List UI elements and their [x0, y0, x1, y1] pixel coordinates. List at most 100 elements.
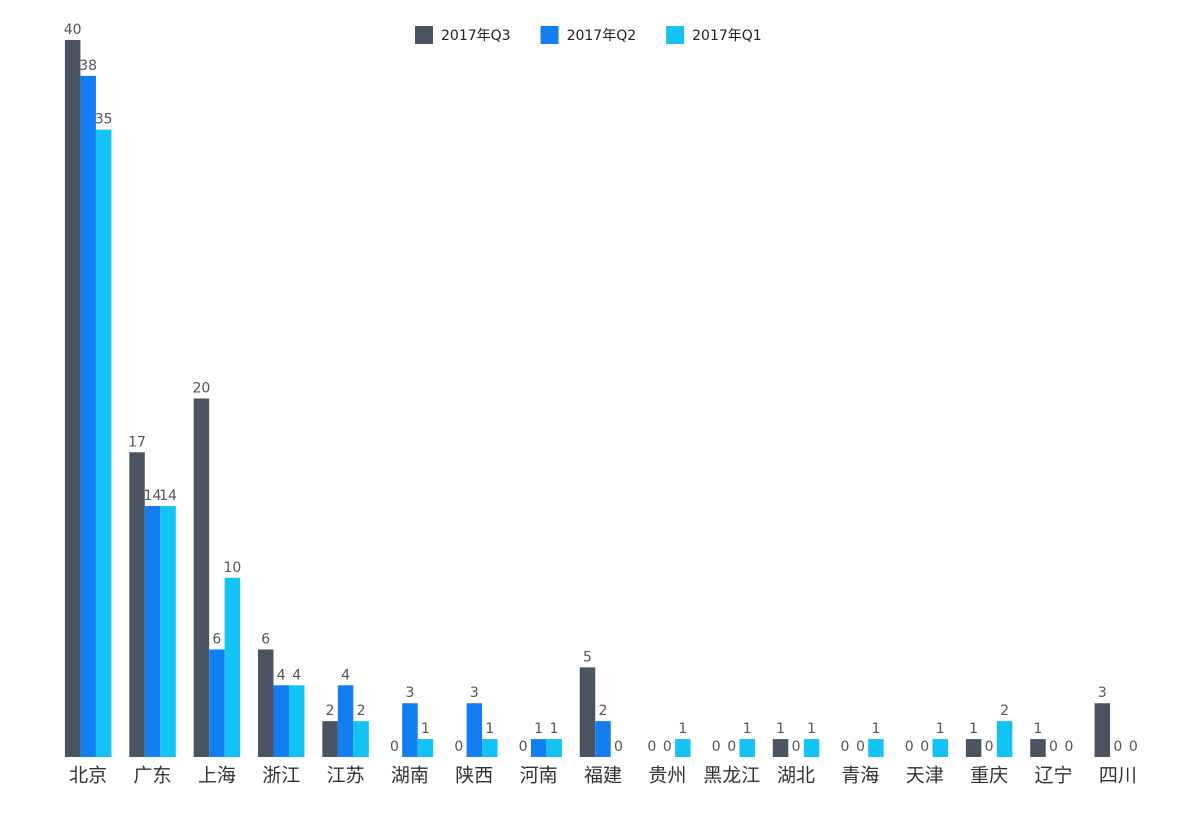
value-label: 0	[647, 739, 656, 755]
value-label: 0	[614, 739, 623, 755]
bar	[868, 739, 884, 757]
bar	[224, 577, 241, 757]
bar	[996, 721, 1013, 757]
value-label: 2	[1000, 703, 1009, 719]
x-tick-label: 北京	[69, 765, 107, 787]
legend-swatch	[415, 26, 433, 44]
bar	[675, 739, 691, 757]
value-label: 0	[727, 739, 736, 755]
value-label: 0	[920, 739, 929, 755]
value-label: 0	[905, 739, 914, 755]
value-label: 0	[792, 739, 801, 755]
x-tick-label: 广东	[134, 765, 172, 787]
bar	[579, 667, 596, 757]
value-label: 4	[341, 667, 350, 683]
value-label: 1	[969, 721, 978, 737]
legend-swatch	[540, 26, 559, 44]
bar	[402, 703, 418, 757]
x-tick-label: 黑龙江	[703, 765, 760, 787]
value-label: 1	[871, 721, 880, 737]
value-label: 35	[95, 112, 113, 128]
value-label: 1	[807, 721, 816, 737]
value-label: 14	[159, 488, 177, 504]
x-tick-label: 湖南	[391, 765, 429, 787]
bar	[129, 452, 145, 757]
value-label: 3	[405, 685, 414, 701]
value-label: 3	[470, 685, 479, 701]
bar	[739, 739, 755, 757]
value-label: 17	[128, 434, 146, 450]
value-label: 0	[856, 739, 865, 755]
value-label: 1	[743, 721, 752, 737]
bar	[417, 739, 434, 757]
bar	[64, 40, 81, 757]
value-label: 2	[599, 703, 608, 719]
bar	[595, 721, 611, 757]
value-label: 5	[583, 649, 592, 665]
bar	[803, 739, 820, 757]
x-tick-label: 天津	[906, 765, 944, 787]
value-label: 0	[712, 739, 721, 755]
x-tick-label: 江苏	[327, 765, 365, 787]
value-label: 4	[292, 667, 301, 683]
value-label: 1	[1034, 721, 1043, 737]
legend-label: 2017年Q2	[567, 28, 637, 44]
x-tick-label: 辽宁	[1034, 765, 1072, 787]
value-label: 6	[212, 631, 221, 647]
x-tick-label: 浙江	[262, 765, 300, 787]
value-label: 0	[1113, 739, 1122, 755]
value-label: 1	[678, 721, 687, 737]
value-label: 0	[1129, 739, 1138, 755]
value-label: 38	[79, 58, 97, 74]
legend-swatch	[666, 26, 685, 44]
bar	[193, 398, 210, 757]
bar	[144, 506, 161, 757]
legend-label: 2017年Q3	[441, 28, 511, 44]
value-label: 1	[485, 721, 494, 737]
value-label: 0	[1049, 739, 1058, 755]
bar	[80, 75, 96, 758]
value-label: 4	[277, 667, 286, 683]
bar	[288, 685, 305, 757]
value-label: 0	[454, 739, 463, 755]
value-label: 0	[519, 739, 528, 755]
bar	[965, 739, 982, 757]
value-label: 2	[357, 703, 366, 719]
bar	[1094, 703, 1111, 757]
value-label: 2	[326, 703, 335, 719]
value-label: 6	[261, 631, 270, 647]
value-label: 1	[534, 721, 543, 737]
bar	[932, 739, 949, 757]
value-label: 10	[223, 560, 241, 576]
bar	[160, 506, 176, 757]
bar	[95, 129, 112, 757]
bar	[322, 721, 338, 757]
x-tick-label: 陕西	[455, 765, 493, 787]
x-tick-label: 重庆	[970, 765, 1008, 787]
value-label: 0	[663, 739, 672, 755]
bar	[273, 685, 289, 757]
legend-label: 2017年Q1	[692, 28, 762, 44]
x-tick-label: 福建	[584, 765, 622, 787]
value-label: 14	[144, 488, 162, 504]
value-label: 3	[1098, 685, 1107, 701]
x-tick-label: 湖北	[777, 765, 815, 787]
value-label: 0	[1065, 739, 1074, 755]
bar	[209, 649, 225, 757]
value-label: 1	[776, 721, 785, 737]
bar	[482, 739, 498, 757]
bar	[466, 703, 483, 757]
x-tick-label: 四川	[1099, 765, 1137, 787]
bar	[1030, 739, 1046, 757]
value-label: 1	[421, 721, 430, 737]
x-tick-label: 青海	[841, 765, 879, 787]
value-label: 1	[550, 721, 559, 737]
bar	[530, 739, 547, 757]
x-tick-label: 贵州	[648, 765, 686, 787]
value-label: 0	[390, 739, 399, 755]
value-label: 20	[192, 381, 210, 397]
x-tick-label: 河南	[520, 765, 558, 787]
value-label: 1	[936, 721, 945, 737]
value-label: 40	[64, 22, 82, 38]
